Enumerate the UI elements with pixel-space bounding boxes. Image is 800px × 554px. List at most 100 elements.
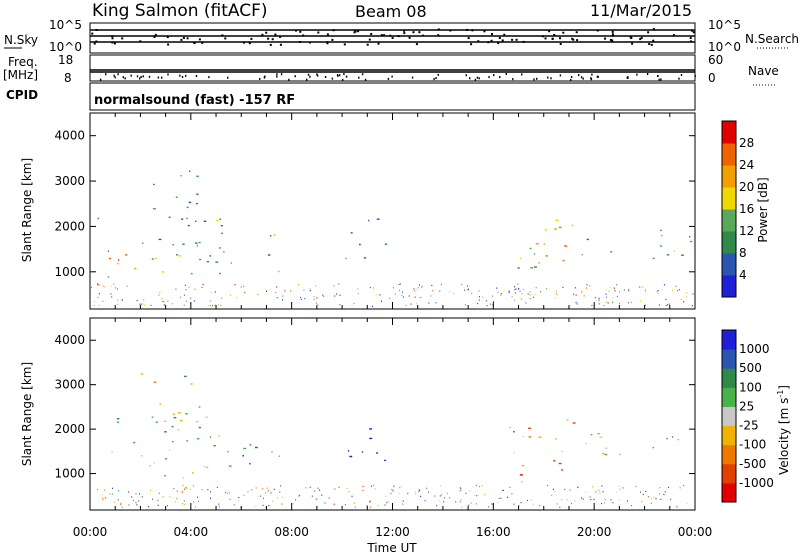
echo-cell <box>605 447 608 449</box>
nsky-point <box>95 29 98 31</box>
scatter-cell <box>240 286 242 288</box>
freq-point <box>478 77 480 80</box>
freq-point <box>331 77 334 80</box>
scatter-cell <box>176 497 178 499</box>
scatter-cell <box>373 287 375 289</box>
scatter-cell <box>183 294 185 296</box>
freq-point <box>227 76 229 79</box>
scatter-cell <box>258 495 260 497</box>
nsky-point <box>309 41 311 44</box>
echo-cell <box>163 420 167 422</box>
nsky-point <box>691 29 694 32</box>
colorbar-tick: 24 <box>739 158 754 172</box>
scatter-cell <box>686 502 688 504</box>
scatter-cell <box>501 293 503 295</box>
scatter-cell <box>419 297 421 299</box>
nsky-point <box>368 38 371 41</box>
scatter-cell <box>653 496 655 498</box>
scatter-cell <box>663 493 665 496</box>
scatter-cell <box>194 288 196 290</box>
freq-point <box>337 74 339 77</box>
nsky-point <box>571 37 574 40</box>
scatter-cell <box>593 498 595 500</box>
echo-cell <box>172 244 174 246</box>
scatter-cell <box>598 299 600 301</box>
echo-cell <box>677 438 680 441</box>
echo-cell <box>185 413 188 415</box>
scatter-cell <box>489 303 491 305</box>
scatter-cell <box>282 299 283 301</box>
scatter-cell <box>219 506 220 508</box>
echo-cell <box>361 451 364 453</box>
echo-cell <box>196 175 199 177</box>
freq-point <box>536 77 538 80</box>
scatter-cell <box>430 295 432 297</box>
echo-cell <box>218 435 220 437</box>
scatter-cell <box>389 297 391 299</box>
scatter-cell <box>471 293 473 295</box>
scatter-cell <box>618 302 620 304</box>
scatter-cell <box>413 290 415 292</box>
scatter-cell <box>376 293 378 296</box>
freq-point <box>316 74 319 77</box>
scatter-cell <box>676 506 678 508</box>
scatter-cell <box>498 497 500 499</box>
scatter-cell <box>555 293 557 295</box>
freq-point <box>547 76 549 79</box>
scatter-cell <box>394 293 396 295</box>
echo-cell <box>544 229 547 231</box>
nsky-point <box>167 43 170 46</box>
power-heatmap <box>91 170 694 307</box>
echo-cell <box>168 216 171 218</box>
scatter-cell <box>453 292 455 294</box>
scatter-cell <box>443 501 445 503</box>
scatter-cell <box>117 299 119 301</box>
nsky-point <box>511 38 514 41</box>
echo-cell <box>672 436 674 438</box>
scatter-cell <box>407 492 409 494</box>
colorbar-tick: 1000 <box>739 342 770 356</box>
freq-point <box>324 76 327 78</box>
scatter-cell <box>111 296 113 298</box>
echo-cell <box>151 416 154 418</box>
scatter-cell <box>387 501 389 503</box>
scatter-cell <box>577 485 579 487</box>
echo-cell <box>572 422 576 424</box>
echo-cell <box>196 438 200 440</box>
scatter-cell <box>470 502 472 504</box>
freq-point <box>263 76 266 79</box>
scatter-cell <box>379 294 381 296</box>
freq-point <box>167 73 169 76</box>
scatter-cell <box>269 288 271 290</box>
freq-point <box>559 74 562 77</box>
nsky-point <box>326 42 329 45</box>
nsky-point <box>111 35 114 38</box>
nsky-point <box>576 39 579 42</box>
nsky-point <box>672 34 675 37</box>
scatter-cell <box>265 492 267 494</box>
scatter-cell <box>115 287 117 289</box>
echo-cell <box>585 442 587 445</box>
freq-point <box>476 76 479 79</box>
echo-cell <box>152 208 156 210</box>
nsky-point <box>650 43 653 46</box>
echo-cell <box>270 235 272 237</box>
scatter-cell <box>667 304 668 306</box>
scatter-cell <box>233 504 235 506</box>
scatter-cell <box>218 503 220 505</box>
nsky-point <box>383 34 386 37</box>
colorbar-swatch <box>722 406 736 427</box>
scatter-cell <box>618 485 620 487</box>
scatter-cell <box>459 490 461 492</box>
echo-cell <box>520 257 522 260</box>
nsky-point <box>466 28 469 31</box>
scatter-cell <box>127 491 129 493</box>
scatter-cell <box>575 301 577 304</box>
freq-point <box>469 77 471 80</box>
scatter-cell <box>117 499 119 501</box>
nsky-point <box>299 30 302 33</box>
scatter-cell <box>496 287 498 289</box>
scatter-cell <box>434 495 436 497</box>
scatter-cell <box>110 285 112 287</box>
scatter-cell <box>432 290 434 292</box>
